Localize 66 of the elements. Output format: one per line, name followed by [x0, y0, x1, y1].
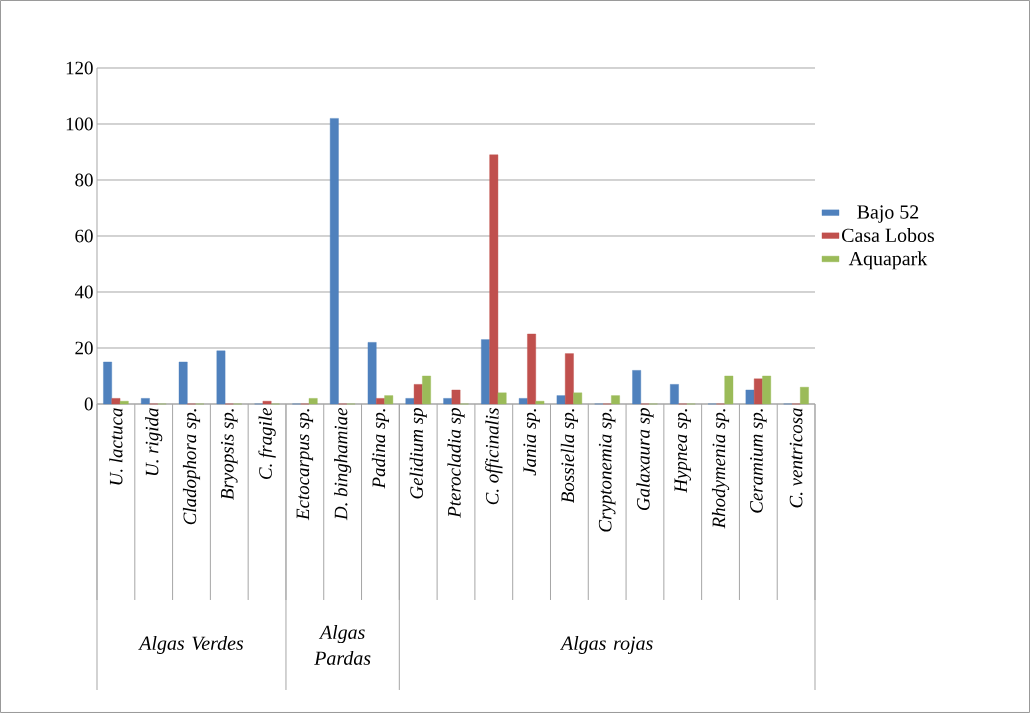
y-tick-label: 80	[75, 173, 93, 187]
bar	[308, 398, 318, 405]
legend-label: Bajo 52	[857, 205, 919, 223]
x-tick-label: U. rigida	[145, 408, 163, 476]
bar	[535, 400, 545, 405]
bar	[497, 392, 507, 405]
text: Algas rojas	[559, 635, 653, 655]
x-tick-label: Rhodymenia sp.	[711, 409, 730, 529]
bar	[745, 389, 755, 405]
legend-label: Casa Lobos	[842, 228, 934, 243]
bar	[443, 398, 453, 405]
x-tick-label: Bryopsis sp.	[220, 409, 238, 500]
bar	[762, 375, 771, 405]
x-tick-label: Padina sp.	[371, 409, 390, 489]
y-tick-label: 40	[74, 285, 93, 299]
bar	[141, 398, 150, 405]
bar	[422, 375, 431, 405]
bar	[670, 384, 679, 405]
bar	[178, 361, 188, 405]
x-tick-label: Jania sp.	[523, 409, 540, 476]
bar	[724, 375, 734, 405]
bar	[111, 398, 121, 405]
bar	[632, 370, 641, 405]
x-tick-label: Hypnea sp.	[674, 409, 691, 493]
bar	[518, 398, 528, 405]
bar	[800, 386, 809, 405]
y-tick-label: 0	[84, 397, 93, 411]
x-tick-label: D. binghamiae	[334, 407, 352, 521]
y-tick-label: 120	[66, 61, 93, 75]
text: Algas Pardas	[314, 625, 371, 665]
bar	[481, 339, 490, 405]
x-tick-label: U. lactuca	[109, 408, 123, 485]
bar	[384, 395, 394, 405]
x-tick-label: Ceramium sp.	[750, 409, 767, 513]
x-tick-label: Galaxaura sp	[636, 408, 654, 511]
x-tick-label: C. fragile	[258, 407, 276, 480]
text: Algas Verdes	[138, 635, 244, 655]
bar	[556, 395, 566, 405]
bar	[527, 333, 536, 405]
x-tick-label: Cladophora sp.	[182, 409, 201, 525]
bar	[119, 400, 129, 405]
bar	[376, 398, 385, 405]
bar	[451, 389, 461, 405]
x-tick-label: Bossiella sp.	[560, 409, 578, 504]
bar	[413, 384, 423, 405]
x-tick-label: Gelidium sp	[409, 408, 427, 499]
bar	[573, 392, 583, 405]
bar	[489, 154, 499, 405]
bar	[329, 118, 339, 405]
bar	[367, 342, 377, 405]
bar	[611, 395, 620, 405]
x-tick-label: Ectocarpus sp.	[296, 409, 314, 521]
y-tick-label: 60	[75, 229, 93, 243]
bar	[405, 398, 415, 405]
bar	[753, 378, 763, 405]
y-tick-label: 100	[66, 117, 93, 131]
bar	[103, 361, 112, 405]
bar	[565, 353, 574, 405]
bar	[216, 350, 226, 405]
x-tick-label: Cryptonemia sp.	[598, 409, 616, 532]
x-tick-label: Pterocladia sp	[447, 408, 465, 518]
legend-label: Aquapark	[848, 251, 928, 270]
bar	[262, 400, 272, 405]
x-tick-label: C. officinalis	[485, 408, 503, 505]
y-tick-label: 20	[75, 341, 93, 355]
x-tick-label: C. ventricosa	[789, 408, 803, 508]
